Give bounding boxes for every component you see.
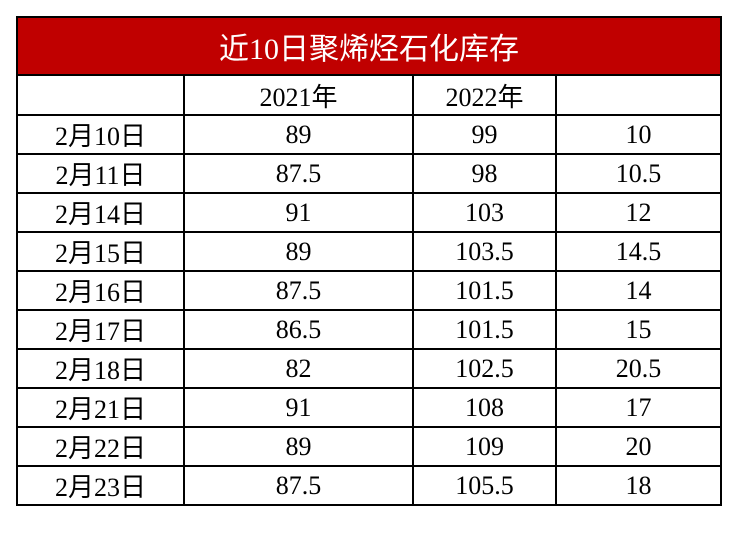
table-title: 近10日聚烯烃石化库存 — [16, 16, 722, 76]
date-cell: 2月10日 — [16, 114, 185, 155]
value-cell: 103.5 — [412, 231, 557, 272]
value-cell: 10.5 — [555, 153, 722, 194]
data-row: 2月15日 89 103.5 14.5 — [16, 231, 722, 272]
value-cell: 15 — [555, 309, 722, 350]
date-cell: 2月11日 — [16, 153, 185, 194]
date-cell: 2月23日 — [16, 465, 185, 506]
value-cell: 98 — [412, 153, 557, 194]
header-cell: 2022年 — [412, 74, 557, 116]
title-row: 近10日聚烯烃石化库存 — [16, 16, 722, 76]
value-cell: 102.5 — [412, 348, 557, 389]
header-cell — [16, 74, 185, 116]
header-row: 2021年 2022年 — [16, 74, 722, 116]
table-body: 近10日聚烯烃石化库存 2021年 2022年 2月10日 89 99 10 2月11日… — [16, 16, 722, 506]
value-cell: 103 — [412, 192, 557, 233]
value-cell: 108 — [412, 387, 557, 428]
inventory-table: 近10日聚烯烃石化库存 2021年 2022年 2月10日 89 99 10 2月11日… — [16, 16, 722, 506]
data-row: 2月21日 91 108 17 — [16, 387, 722, 428]
value-cell: 18 — [555, 465, 722, 506]
value-cell: 17 — [555, 387, 722, 428]
header-cell — [555, 74, 722, 116]
data-row: 2月14日 91 103 12 — [16, 192, 722, 233]
date-cell: 2月14日 — [16, 192, 185, 233]
data-row: 2月18日 82 102.5 20.5 — [16, 348, 722, 389]
value-cell: 86.5 — [183, 309, 414, 350]
value-cell: 20.5 — [555, 348, 722, 389]
data-row: 2月23日 87.5 105.5 18 — [16, 465, 722, 506]
value-cell: 87.5 — [183, 270, 414, 311]
value-cell: 10 — [555, 114, 722, 155]
header-cell: 2021年 — [183, 74, 414, 116]
value-cell: 14 — [555, 270, 722, 311]
data-row: 2月17日 86.5 101.5 15 — [16, 309, 722, 350]
value-cell: 87.5 — [183, 153, 414, 194]
value-cell: 99 — [412, 114, 557, 155]
value-cell: 82 — [183, 348, 414, 389]
value-cell: 89 — [183, 114, 414, 155]
value-cell: 87.5 — [183, 465, 414, 506]
value-cell: 91 — [183, 192, 414, 233]
date-cell: 2月18日 — [16, 348, 185, 389]
value-cell: 89 — [183, 231, 414, 272]
value-cell: 14.5 — [555, 231, 722, 272]
date-cell: 2月15日 — [16, 231, 185, 272]
data-row: 2月22日 89 109 20 — [16, 426, 722, 467]
data-row: 2月10日 89 99 10 — [16, 114, 722, 155]
value-cell: 109 — [412, 426, 557, 467]
data-row: 2月11日 87.5 98 10.5 — [16, 153, 722, 194]
value-cell: 12 — [555, 192, 722, 233]
value-cell: 91 — [183, 387, 414, 428]
value-cell: 101.5 — [412, 309, 557, 350]
value-cell: 89 — [183, 426, 414, 467]
date-cell: 2月17日 — [16, 309, 185, 350]
value-cell: 105.5 — [412, 465, 557, 506]
date-cell: 2月16日 — [16, 270, 185, 311]
date-cell: 2月21日 — [16, 387, 185, 428]
date-cell: 2月22日 — [16, 426, 185, 467]
value-cell: 101.5 — [412, 270, 557, 311]
data-row: 2月16日 87.5 101.5 14 — [16, 270, 722, 311]
value-cell: 20 — [555, 426, 722, 467]
